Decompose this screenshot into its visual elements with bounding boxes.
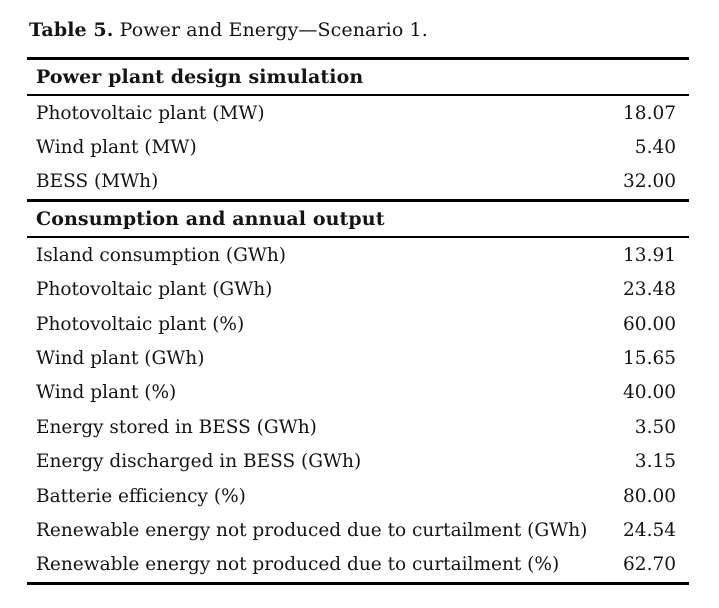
table-caption-text: Power and Energy—Scenario 1. bbox=[113, 19, 428, 41]
table-row: Renewable energy not produced due to cur… bbox=[27, 548, 689, 582]
table-row: Energy stored in BESS (GWh) 3.50 bbox=[27, 410, 689, 444]
row-label: Renewable energy not produced due to cur… bbox=[36, 519, 588, 541]
table-row: Island consumption (GWh) 13.91 bbox=[27, 238, 689, 272]
row-label: Photovoltaic plant (MW) bbox=[36, 102, 265, 124]
row-label: Energy stored in BESS (GWh) bbox=[36, 416, 317, 438]
section-header-design-simulation: Power plant design simulation bbox=[36, 66, 364, 88]
table-caption: Table 5. Power and Energy—Scenario 1. bbox=[29, 17, 691, 44]
row-label: Batterie efficiency (%) bbox=[36, 485, 246, 507]
row-value: 80.00 bbox=[623, 485, 676, 507]
table-row: Wind plant (GWh) 15.65 bbox=[27, 341, 689, 375]
row-value: 23.48 bbox=[623, 279, 676, 301]
table-row: Renewable energy not produced due to cur… bbox=[27, 513, 689, 547]
section-header-rule bbox=[27, 94, 689, 96]
section-header-rule bbox=[27, 236, 689, 239]
table-row: Photovoltaic plant (GWh) 23.48 bbox=[27, 273, 689, 307]
row-value: 40.00 bbox=[623, 382, 676, 404]
row-value: 15.65 bbox=[623, 348, 676, 370]
row-label: Photovoltaic plant (%) bbox=[36, 313, 245, 335]
row-value: 3.15 bbox=[634, 451, 676, 473]
row-value: 62.70 bbox=[623, 554, 676, 576]
row-value: 60.00 bbox=[623, 313, 676, 335]
row-value: 13.91 bbox=[623, 244, 676, 266]
table-row: Photovoltaic plant (%) 60.00 bbox=[27, 307, 689, 341]
row-value: 18.07 bbox=[623, 102, 676, 124]
table-row: Photovoltaic plant (MW) 18.07 bbox=[27, 96, 689, 130]
table-bottom-rule bbox=[27, 582, 689, 586]
table-row: Wind plant (%) 40.00 bbox=[27, 376, 689, 410]
data-table: Power plant design simulation Photovolta… bbox=[27, 57, 689, 586]
table-row: BESS (MWh) 32.00 bbox=[27, 165, 689, 199]
row-value: 5.40 bbox=[634, 137, 676, 159]
table-top-rule bbox=[27, 57, 689, 60]
row-value: 24.54 bbox=[623, 519, 676, 541]
row-label: Wind plant (%) bbox=[36, 382, 177, 404]
table-row: Energy discharged in BESS (GWh) 3.15 bbox=[27, 445, 689, 479]
row-label: Photovoltaic plant (GWh) bbox=[36, 279, 273, 301]
row-value: 3.50 bbox=[634, 416, 676, 438]
table-row: Batterie efficiency (%) 80.00 bbox=[27, 479, 689, 513]
section-header-consumption-output: Consumption and annual output bbox=[36, 208, 385, 231]
row-label: Wind plant (MW) bbox=[36, 137, 197, 159]
row-label: Energy discharged in BESS (GWh) bbox=[36, 451, 362, 473]
row-label: Island consumption (GWh) bbox=[36, 244, 287, 266]
row-value: 32.00 bbox=[623, 171, 676, 193]
row-label: Renewable energy not produced due to cur… bbox=[36, 554, 560, 576]
row-label: BESS (MWh) bbox=[36, 171, 159, 193]
table-row: Wind plant (MW) 5.40 bbox=[27, 130, 689, 164]
table-caption-label: Table 5. bbox=[29, 19, 114, 41]
row-label: Wind plant (GWh) bbox=[36, 348, 205, 370]
section-divider-rule bbox=[27, 199, 689, 203]
